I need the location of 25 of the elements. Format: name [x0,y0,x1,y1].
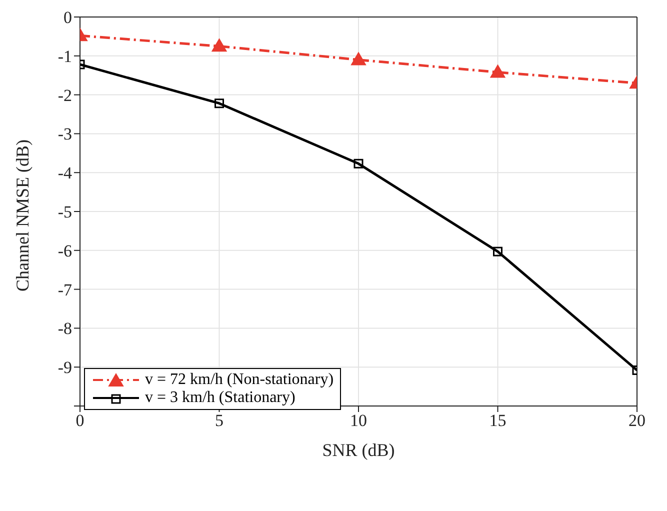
legend-label: v = 72 km/h (Non-stationary) [145,371,334,389]
x-tick-label: 0 [76,411,84,430]
y-tick-label: -7 [58,280,72,300]
y-tick-label: -9 [58,358,72,378]
x-tick-label: 10 [350,411,367,430]
y-axis-title: Channel NMSE (dB) [12,140,32,292]
x-tick-label: 15 [489,411,506,430]
y-tick-label: -8 [58,319,72,338]
point [212,38,227,52]
x-tick-label: 20 [628,411,646,430]
y-tick-label: -2 [58,86,72,105]
x-tick-label: 5 [215,411,224,430]
point [493,246,502,256]
y-tick-label: -5 [58,202,72,222]
point [214,98,224,108]
y-tick-label: -6 [58,241,72,260]
legend-label: v = 3 km/h (Stationary) [145,389,296,407]
x-axis-title: SNR (dB) [322,440,395,460]
y-tick-label: -4 [58,164,72,183]
y-tick-label: -1 [58,46,72,66]
y-tick-label: -3 [58,124,72,144]
point [490,64,506,78]
point [351,52,366,66]
point [354,158,364,168]
y-tick-label: 0 [64,8,72,28]
